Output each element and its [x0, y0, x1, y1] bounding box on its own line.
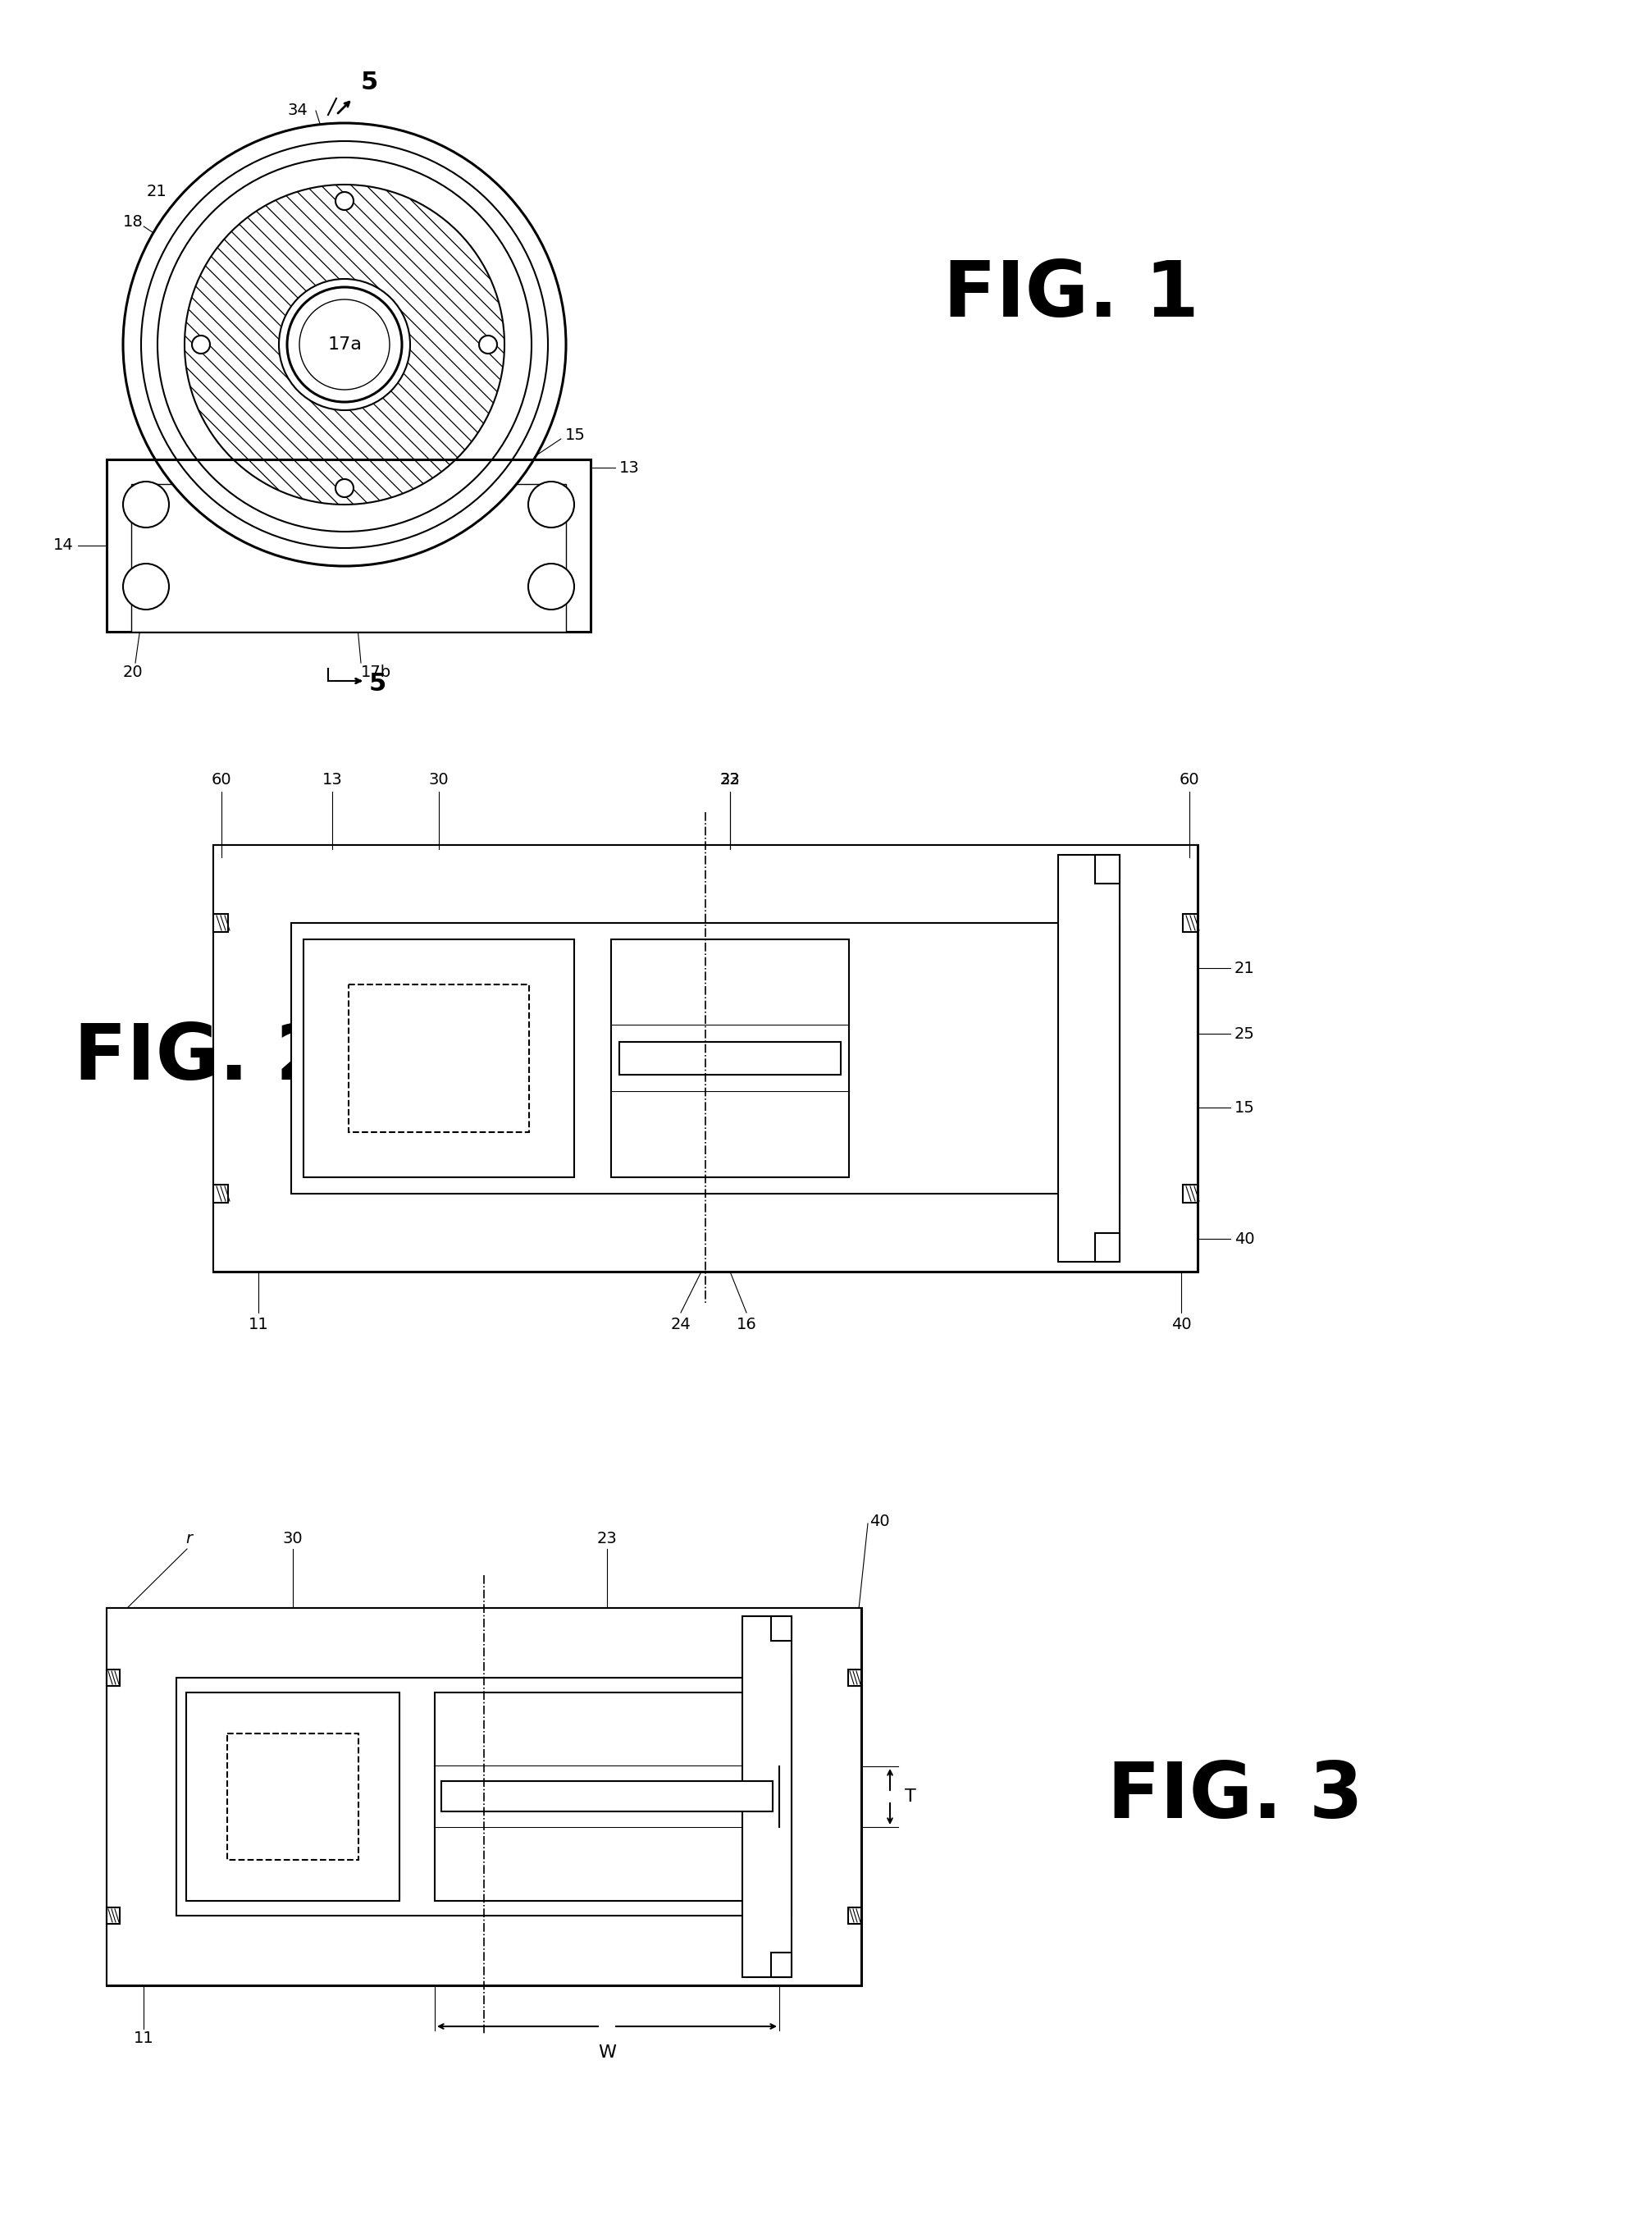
Bar — [1183, 1185, 1198, 1203]
Text: 5: 5 — [368, 670, 387, 695]
Bar — [213, 846, 1198, 1272]
Text: 34: 34 — [287, 102, 307, 118]
Text: FIG. 3: FIG. 3 — [1107, 1758, 1363, 1834]
Text: 17b: 17b — [360, 664, 392, 679]
Text: 11: 11 — [248, 1316, 269, 1332]
Bar — [771, 1954, 791, 1978]
Text: 20: 20 — [122, 664, 144, 679]
Text: 25: 25 — [1234, 1026, 1256, 1041]
Bar — [620, 1041, 841, 1074]
Text: 24: 24 — [671, 1316, 691, 1332]
Bar — [441, 1780, 773, 1812]
Text: 34: 34 — [279, 522, 299, 537]
Text: 14: 14 — [53, 537, 74, 553]
Bar — [1095, 1232, 1120, 1261]
Bar — [213, 1185, 228, 1203]
Text: 15: 15 — [565, 426, 585, 442]
Text: 23: 23 — [596, 1532, 618, 1547]
Text: 11: 11 — [134, 2031, 154, 2047]
Bar — [107, 460, 590, 633]
Bar — [291, 924, 1120, 1194]
Circle shape — [122, 564, 169, 610]
Bar — [213, 915, 228, 932]
Bar — [304, 939, 575, 1177]
Circle shape — [335, 480, 354, 497]
Text: 13: 13 — [322, 773, 342, 788]
Text: 32: 32 — [720, 773, 740, 788]
Bar — [107, 1907, 119, 1925]
Text: 40: 40 — [1234, 1232, 1254, 1248]
Text: 40: 40 — [869, 1514, 890, 1530]
Text: 11: 11 — [494, 404, 514, 420]
Bar — [434, 1692, 780, 1767]
Bar — [1183, 915, 1198, 932]
Bar — [611, 1092, 849, 1177]
Bar — [349, 983, 529, 1132]
Circle shape — [529, 564, 575, 610]
Circle shape — [335, 191, 354, 211]
Text: FIG. 1: FIG. 1 — [943, 258, 1199, 333]
Circle shape — [287, 286, 401, 402]
Text: 13: 13 — [620, 460, 639, 475]
Text: 16: 16 — [737, 1316, 757, 1332]
Bar — [847, 1669, 861, 1685]
Circle shape — [185, 184, 504, 504]
Bar — [131, 484, 567, 633]
Bar — [611, 1026, 849, 1092]
Circle shape — [192, 335, 210, 353]
Bar — [107, 1607, 861, 1985]
Text: 23: 23 — [720, 773, 740, 788]
Text: W: W — [598, 2045, 616, 2060]
Text: 18: 18 — [124, 215, 144, 231]
Bar — [611, 939, 849, 1026]
Text: 21: 21 — [147, 184, 167, 200]
Bar — [434, 1767, 780, 1827]
Bar — [1059, 855, 1120, 1261]
Bar — [434, 1827, 780, 1900]
Circle shape — [529, 482, 575, 528]
Bar — [771, 1616, 791, 1641]
Bar — [847, 1907, 861, 1925]
Bar — [107, 1669, 119, 1685]
Bar — [1095, 855, 1120, 884]
Text: r: r — [185, 1532, 192, 1547]
Text: 60: 60 — [211, 773, 231, 788]
Bar — [187, 1692, 400, 1900]
Text: FIG. 2: FIG. 2 — [74, 1021, 330, 1097]
Circle shape — [299, 300, 390, 391]
Circle shape — [279, 280, 410, 411]
Text: 21: 21 — [1234, 961, 1256, 977]
Text: 40: 40 — [1171, 1316, 1191, 1332]
Text: 15: 15 — [1234, 1099, 1256, 1114]
Text: 34: 34 — [124, 337, 144, 353]
Bar — [177, 1678, 791, 1916]
Bar — [228, 1734, 358, 1860]
Text: 30: 30 — [282, 1532, 302, 1547]
Bar — [742, 1616, 791, 1978]
Text: 34: 34 — [517, 315, 537, 331]
Text: 30: 30 — [430, 773, 449, 788]
Circle shape — [479, 335, 497, 353]
Bar — [107, 1607, 861, 1985]
Text: 17a: 17a — [327, 337, 362, 353]
Circle shape — [122, 122, 567, 566]
Text: 5: 5 — [360, 71, 378, 93]
Text: T: T — [905, 1789, 915, 1805]
Text: 60: 60 — [1180, 773, 1199, 788]
Circle shape — [122, 482, 169, 528]
Bar — [213, 846, 1198, 1272]
